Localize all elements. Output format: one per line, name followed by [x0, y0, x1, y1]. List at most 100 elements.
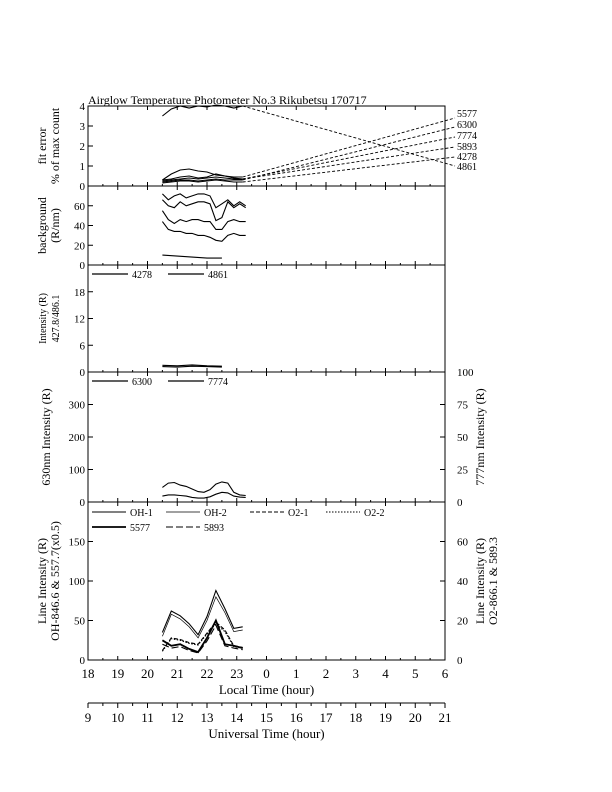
series-connector-6300 [242, 117, 456, 178]
ut-tick-label: 12 [171, 710, 184, 725]
y-tick-label: 0 [80, 655, 86, 667]
lt-tick-label: 2 [323, 666, 330, 681]
lt-tick-label: 19 [111, 666, 124, 681]
y-tick-label: 4 [80, 101, 86, 113]
ut-tick-label: 13 [201, 710, 214, 725]
legend-label-5577: 5577 [130, 523, 150, 534]
series-line-5577 [162, 104, 243, 117]
y2-axis-label: Line Intensity (R) [473, 538, 487, 624]
y-tick-label: 3 [80, 121, 86, 133]
ut-tick-label: 19 [379, 710, 392, 725]
legend-label-OH-1: OH-1 [130, 508, 153, 519]
series-line-OH-1 [161, 589, 243, 636]
series-connector-4278 [242, 146, 456, 180]
series-line-6300 [162, 481, 246, 497]
y-tick-label: 60 [74, 201, 86, 213]
y-tick-label: 0 [80, 497, 86, 509]
series-line-s0 [162, 193, 247, 209]
y-axis-label: fit error [35, 128, 49, 165]
y-axis-label: background [35, 197, 49, 254]
y-tick-label: 0 [80, 367, 86, 379]
series-line-OH-2 [162, 595, 243, 639]
lt-tick-label: 18 [82, 666, 95, 681]
panel-background: 0 20 40 60 background (R/nm) [35, 185, 446, 272]
panel-intensity-ratio: 0 6 12 18 Intensity (R) 427.8/486.1 4278 4861 [38, 264, 446, 379]
universal-time-axis: 9 10 11 12 13 14 15 16 17 18 19 20 21 Universal Time … [85, 702, 452, 741]
lt-tick-label: 5 [412, 666, 419, 681]
panel-frame [87, 185, 446, 266]
y-axis-label: 630nm Intensity (R) [39, 388, 53, 485]
ut-tick-label: 9 [85, 710, 92, 725]
y-tick-label: 50 [74, 616, 86, 628]
y-tick-label: 18 [74, 287, 86, 299]
y-tick-label: 100 [69, 576, 86, 588]
y-axis-label: (R/nm) [48, 208, 62, 243]
y2-tick-label: 75 [457, 400, 469, 412]
y2-tick-label: 60 [457, 537, 469, 549]
series-line-4861 [162, 179, 243, 184]
series-line-7774 [162, 491, 246, 499]
panel-frame [87, 105, 446, 187]
y-tick-label: 300 [69, 400, 86, 412]
series-line-4278 [162, 176, 243, 182]
y-axis-label: Intensity (R) [38, 293, 49, 344]
lt-tick-label: 6 [442, 666, 449, 681]
y2-tick-label: 100 [457, 367, 474, 379]
y-tick-label: 2 [80, 141, 86, 153]
y2-tick-label: 25 [457, 465, 469, 477]
y-tick-label: 150 [69, 537, 86, 549]
y2-axis-label: 777nm Intensity (R) [473, 388, 487, 485]
ut-axis-label: Universal Time (hour) [208, 726, 324, 741]
ut-tick-label: 18 [349, 710, 362, 725]
ut-tick-label: 14 [230, 710, 244, 725]
ut-tick-label: 20 [409, 710, 422, 725]
lt-tick-label: 1 [293, 666, 300, 681]
y-axis-label: OH-846.6 & 557.7(x0.5) [48, 521, 62, 641]
legend-label-6300: 6300 [132, 377, 152, 388]
y-tick-label: 200 [69, 432, 86, 444]
lt-tick-label: 23 [230, 666, 243, 681]
y-tick-label: 12 [74, 314, 85, 326]
ut-tick-label: 16 [290, 710, 304, 725]
y-tick-label: 6 [80, 340, 86, 352]
lt-tick-label: 3 [353, 666, 360, 681]
series-line-4861 [162, 365, 222, 368]
legend-label-4861: 4861 [208, 270, 228, 281]
legend-label-4278: 4278 [457, 152, 477, 163]
lt-tick-label: 4 [382, 666, 389, 681]
series-line-O2-1 [161, 621, 243, 651]
y-tick-label: 40 [74, 221, 86, 233]
legend-label-O2-1: O2-1 [288, 508, 309, 519]
legend-label-6300: 6300 [457, 120, 477, 131]
series-line-4278 [162, 364, 222, 367]
y-axis-label: 427.8/486.1 [51, 295, 62, 343]
figure-title: Airglow Temperature Photometer No.3 Riku… [88, 93, 367, 107]
legend-label-7774: 7774 [457, 131, 477, 142]
lt-tick-label: 20 [141, 666, 154, 681]
y2-tick-label: 0 [457, 655, 463, 667]
y2-tick-label: 50 [457, 432, 469, 444]
ut-tick-label: 11 [141, 710, 154, 725]
panel-fit-error: 0 1 2 3 4 fit error% of max count 557763007774… [35, 101, 477, 193]
series-line-5893 [162, 623, 243, 654]
legend-label-4861: 4861 [457, 162, 477, 173]
series-line-s2 [161, 210, 246, 230]
series-line-s3 [161, 221, 246, 242]
lt-tick-label: 0 [263, 666, 270, 681]
y-tick-label: 20 [74, 240, 86, 252]
lt-tick-label: 22 [201, 666, 214, 681]
series-line-s1 [162, 199, 246, 222]
y2-tick-label: 20 [457, 616, 469, 628]
legend-label-7774: 7774 [208, 377, 228, 388]
legend-label-5893: 5893 [457, 142, 477, 153]
panel-frame [87, 264, 446, 373]
legend-label-5893: 5893 [204, 523, 224, 534]
y-axis-label: Line Intensity (R) [35, 538, 49, 624]
panel-630-777: 0 100 200 300 630nm Intensity (R) 0 25 50 75 100 7… [39, 367, 487, 509]
y-tick-label: 0 [80, 260, 86, 272]
legend-label-OH-2: OH-2 [204, 508, 227, 519]
